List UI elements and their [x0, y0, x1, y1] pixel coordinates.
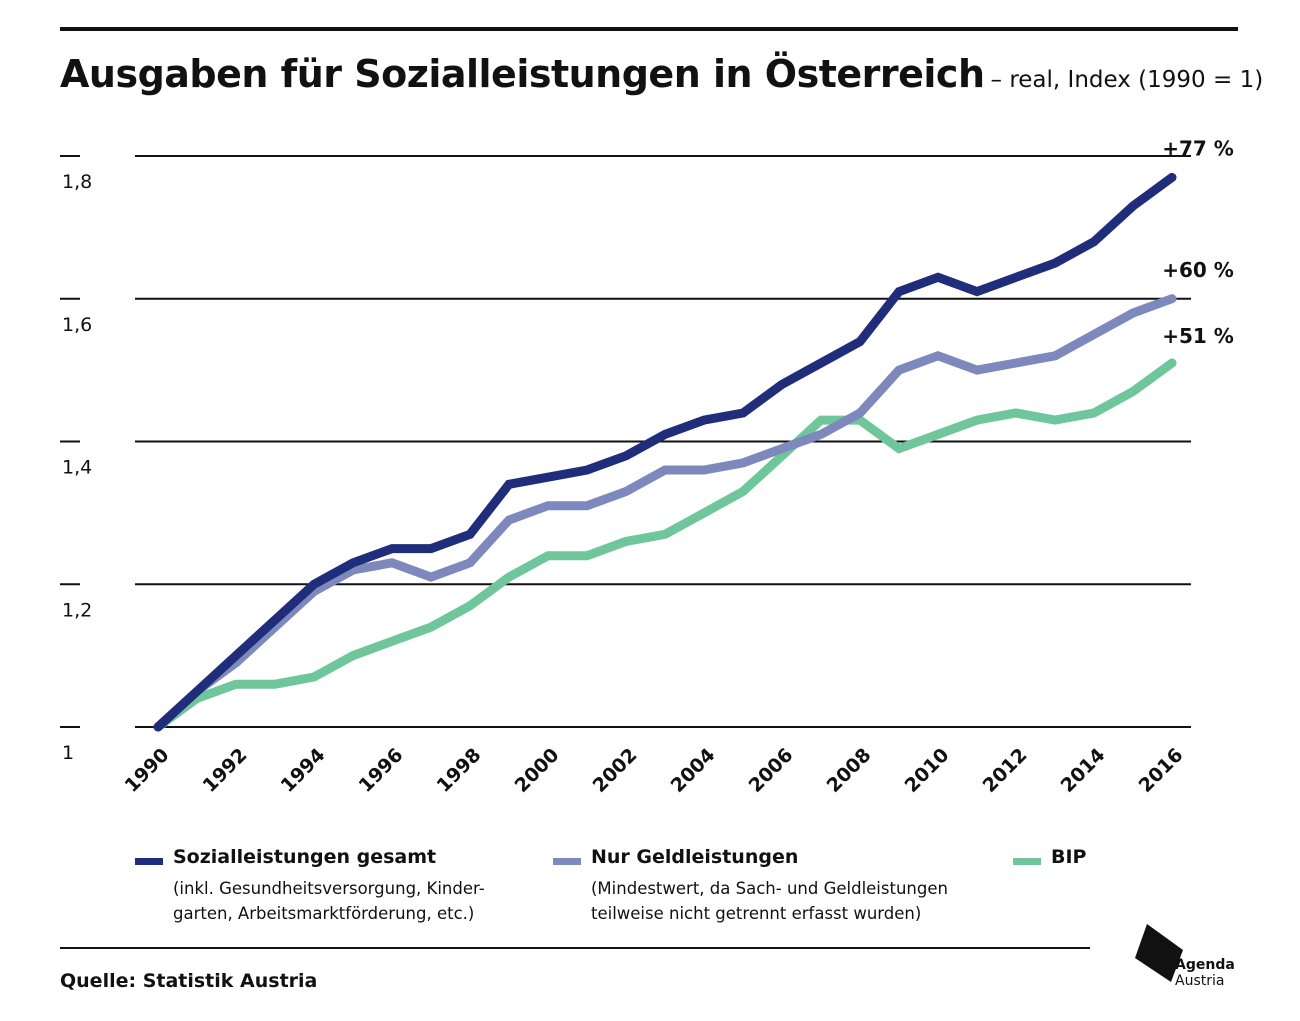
legend-note: (inkl. Gesundheitsversorgung, Kinder- ga… [173, 879, 485, 923]
legend-swatch [1013, 858, 1041, 865]
x-tick-label: 2004 [667, 744, 720, 797]
x-tick-label: 2006 [745, 744, 798, 797]
gridlines [60, 155, 1191, 728]
end-labels: +77 % +60 % +51 % [1162, 136, 1234, 348]
legend-note: (Mindestwert, da Sach- und Geldleistunge… [591, 879, 948, 923]
line-chart: 1 1,2 1,4 1,6 1,8 1990 1992 1994 1996 1998 2000 20… [60, 136, 1234, 797]
x-tick-label: 1994 [277, 744, 330, 797]
x-tick-label: 2002 [589, 744, 642, 797]
end-label: +51 % [1162, 324, 1234, 348]
x-axis-ticks: 1990 1992 1994 1996 1998 2000 2002 2004 2006 2008… [121, 744, 1188, 797]
x-tick-label: 1990 [121, 744, 174, 797]
source-text: Quelle: Statistik Austria [60, 970, 318, 992]
y-tick-label: 1,6 [62, 314, 92, 336]
y-axis-ticks: 1 1,2 1,4 1,6 1,8 [62, 171, 92, 764]
y-tick-label: 1,8 [62, 171, 92, 193]
x-tick-label: 2000 [511, 744, 564, 797]
x-tick-label: 2012 [979, 744, 1032, 797]
agenda-austria-logo: Agenda Austria [1133, 922, 1243, 992]
line-bip [153, 358, 1177, 732]
x-tick-label: 2010 [901, 744, 954, 797]
x-tick-label: 1992 [199, 744, 252, 797]
line-sozialleistungen-gesamt [153, 172, 1177, 732]
title-row: Ausgaben für Sozialleistungen in Österre… [60, 52, 1263, 96]
x-tick-label: 2016 [1135, 744, 1188, 797]
bottom-rule [60, 947, 1090, 949]
y-tick-label: 1 [62, 742, 74, 764]
top-rule [60, 27, 1238, 31]
series-lines [153, 172, 1177, 732]
x-tick-label: 1996 [355, 744, 408, 797]
x-tick-label: 2014 [1057, 744, 1110, 797]
legend-label: Sozialleistungen gesamt [173, 846, 437, 868]
line-nur-geldleistungen [153, 294, 1177, 732]
logo-text-agenda: Agenda [1175, 957, 1235, 973]
chart-title: Ausgaben für Sozialleistungen in Österre… [60, 52, 985, 96]
legend-label: BIP [1051, 846, 1087, 868]
legend-swatch [135, 858, 163, 865]
logo-icon [1135, 924, 1183, 982]
y-tick-label: 1,2 [62, 599, 92, 621]
x-tick-label: 1998 [433, 744, 486, 797]
x-tick-label: 2008 [823, 744, 876, 797]
legend-label: Nur Geldleistungen [591, 846, 799, 868]
logo-text-austria: Austria [1175, 973, 1225, 989]
legend-swatch [553, 858, 581, 865]
chart-subtitle: – real, Index (1990 = 1) [990, 67, 1264, 93]
y-tick-label: 1,4 [62, 457, 92, 479]
end-label: +60 % [1162, 258, 1234, 282]
end-label: +77 % [1162, 136, 1234, 160]
